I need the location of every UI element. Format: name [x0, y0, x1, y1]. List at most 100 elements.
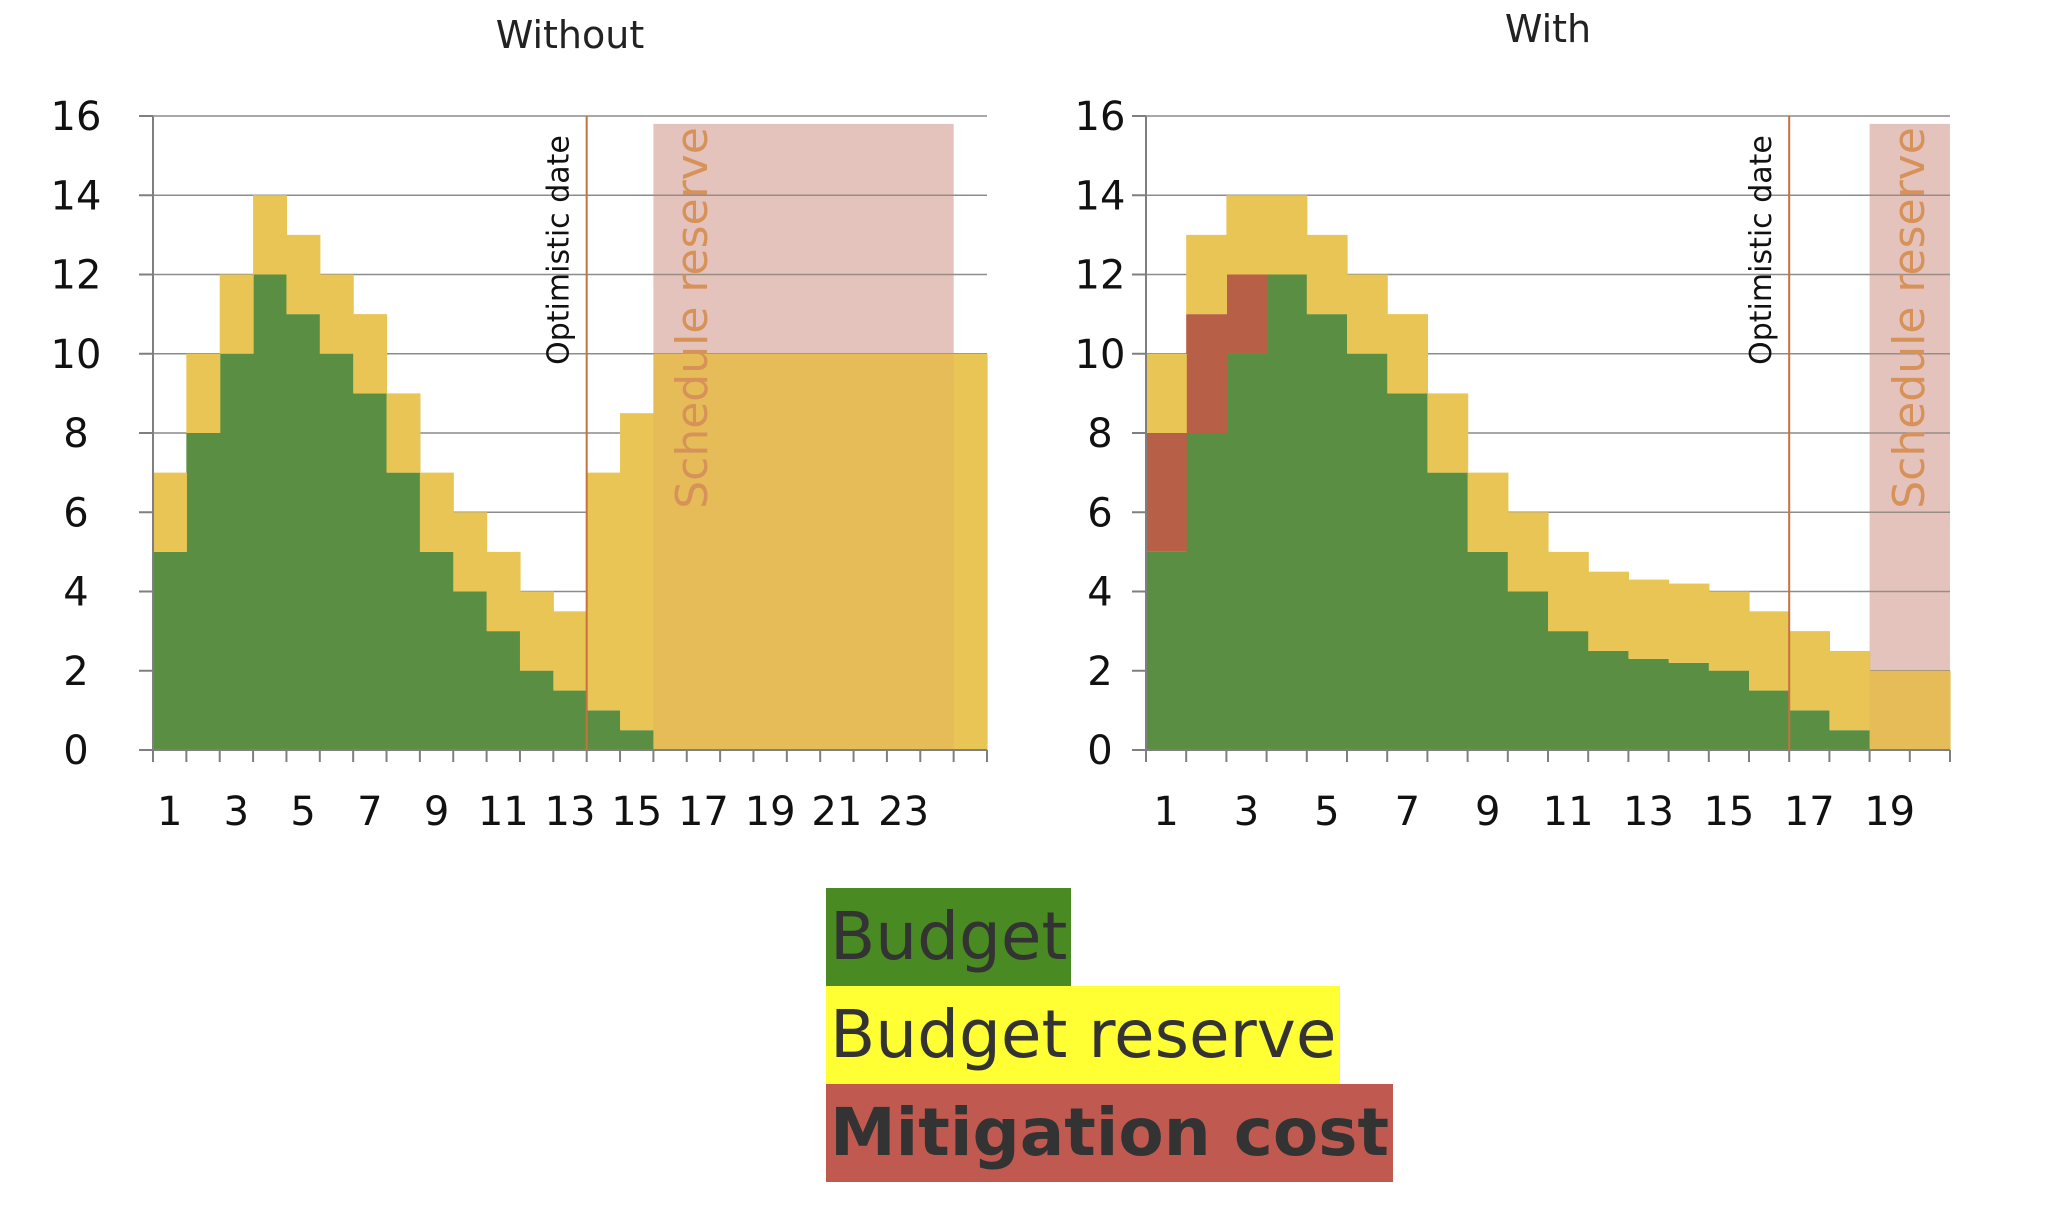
- y-tick-label: 8: [63, 411, 88, 457]
- bar-budget: [1668, 662, 1710, 750]
- bar-budget-reserve: [1869, 670, 1911, 750]
- bar-budget-reserve: [1427, 393, 1469, 473]
- x-tick-label: 21: [811, 789, 862, 835]
- bar-budget-reserve: [1749, 611, 1790, 691]
- bar-budget-reserve: [786, 353, 821, 750]
- schedule-reserve-label: Schedule reserve: [667, 127, 718, 509]
- bar-budget: [1708, 670, 1750, 750]
- bar-budget-reserve: [953, 353, 988, 750]
- bar-mitigation-cost: [1226, 274, 1268, 354]
- x-tick-label: 1: [157, 789, 182, 835]
- bar-budget-reserve: [1829, 650, 1871, 731]
- y-tick-label: 16: [51, 94, 102, 140]
- bar-budget: [553, 690, 588, 750]
- bar-budget: [153, 551, 187, 750]
- bar-budget: [1226, 353, 1268, 750]
- bar-budget: [519, 670, 554, 750]
- optimistic-date-label: Optimistic date: [1744, 135, 1779, 365]
- bar-budget: [253, 274, 288, 750]
- y-tick-label: 10: [1075, 332, 1126, 378]
- bar-budget: [219, 353, 254, 750]
- bar-budget-reserve: [1507, 512, 1549, 592]
- bar-budget-reserve: [153, 472, 187, 552]
- bar-budget: [1829, 730, 1871, 750]
- bar-budget: [419, 551, 454, 750]
- bar-budget: [1266, 274, 1308, 750]
- x-tick-label: 15: [1703, 789, 1754, 835]
- bar-budget: [286, 314, 321, 750]
- x-tick-label: 9: [424, 789, 449, 835]
- bar-budget-reserve: [1668, 583, 1710, 663]
- bar-budget: [1146, 551, 1187, 750]
- bar-budget-reserve: [1548, 551, 1589, 632]
- bar-budget-reserve: [1306, 234, 1348, 315]
- bar-budget-reserve: [1789, 631, 1830, 711]
- schedule-reserve-band: [1869, 123, 1950, 751]
- x-tick-label: 15: [611, 789, 662, 835]
- bar-budget-reserve: [1266, 195, 1308, 275]
- bar-budget-reserve: [853, 353, 888, 750]
- bar-budget: [586, 710, 621, 750]
- x-tick-label: 9: [1475, 789, 1500, 835]
- x-tick-label: 19: [745, 789, 796, 835]
- bar-budget-reserve: [1146, 353, 1187, 433]
- y-tick-label: 0: [1087, 728, 1112, 774]
- y-tick-label: 2: [63, 649, 88, 695]
- y-tick-label: 6: [63, 490, 88, 536]
- bar-budget-reserve: [386, 393, 421, 473]
- y-tick-label: 4: [1087, 570, 1112, 616]
- bar-budget-reserve: [1909, 670, 1951, 750]
- x-tick-label: 13: [1623, 789, 1674, 835]
- x-tick-label: 11: [478, 789, 529, 835]
- schedule-reserve-label: Schedule reserve: [1884, 127, 1935, 509]
- y-tick-label: 10: [51, 332, 102, 378]
- bar-budget-reserve: [920, 353, 955, 750]
- bar-budget-reserve: [419, 472, 454, 552]
- bar-budget: [1749, 690, 1790, 750]
- x-tick-label: 17: [678, 789, 729, 835]
- bar-budget-reserve: [1347, 274, 1388, 354]
- x-tick-label: 17: [1784, 789, 1835, 835]
- chart-title: Without: [496, 13, 645, 57]
- y-tick-label: 6: [1087, 490, 1112, 536]
- y-tick-label: 0: [63, 728, 88, 774]
- bar-budget-reserve: [1186, 234, 1227, 315]
- bar-budget-reserve: [686, 353, 721, 750]
- bar-budget: [453, 591, 488, 750]
- bar-budget-reserve: [586, 472, 621, 711]
- x-tick-label: 7: [357, 789, 382, 835]
- x-tick-label: 13: [545, 789, 596, 835]
- x-tick-label: 19: [1864, 789, 1915, 835]
- bar-budget: [1347, 353, 1388, 750]
- bar-budget-reserve: [653, 353, 688, 750]
- bar-budget: [1387, 393, 1428, 750]
- bar-budget: [1548, 631, 1589, 750]
- x-tick-label: 3: [224, 789, 249, 835]
- schedule-reserve-overlay: [653, 123, 954, 751]
- bar-budget-reserve: [1387, 314, 1428, 394]
- bar-budget-reserve: [519, 591, 554, 671]
- legend-budget: Budget: [826, 888, 1072, 986]
- bar-budget: [319, 353, 354, 750]
- x-tick-label: 11: [1543, 789, 1594, 835]
- x-tick-label: 7: [1395, 789, 1420, 835]
- bar-budget-reserve: [720, 353, 755, 750]
- legend-mitigation-cost: Mitigation cost: [826, 1084, 1394, 1182]
- chart-title: With: [1505, 7, 1591, 51]
- y-tick-label: 4: [63, 570, 88, 616]
- bar-budget: [1186, 433, 1227, 750]
- y-tick-label: 14: [51, 173, 102, 219]
- bar-budget: [1467, 551, 1509, 750]
- legend-budget-reserve: Budget reserve: [826, 986, 1341, 1084]
- x-tick-label: 1: [1153, 789, 1178, 835]
- bar-budget-reserve: [620, 413, 654, 731]
- bar-budget: [620, 730, 654, 750]
- bar-budget-reserve: [186, 353, 221, 433]
- y-tick-label: 2: [1087, 649, 1112, 695]
- y-tick-label: 12: [1075, 253, 1126, 299]
- bar-budget-reserve: [1628, 579, 1670, 659]
- bar-budget: [1427, 472, 1469, 750]
- bar-budget: [1588, 650, 1629, 750]
